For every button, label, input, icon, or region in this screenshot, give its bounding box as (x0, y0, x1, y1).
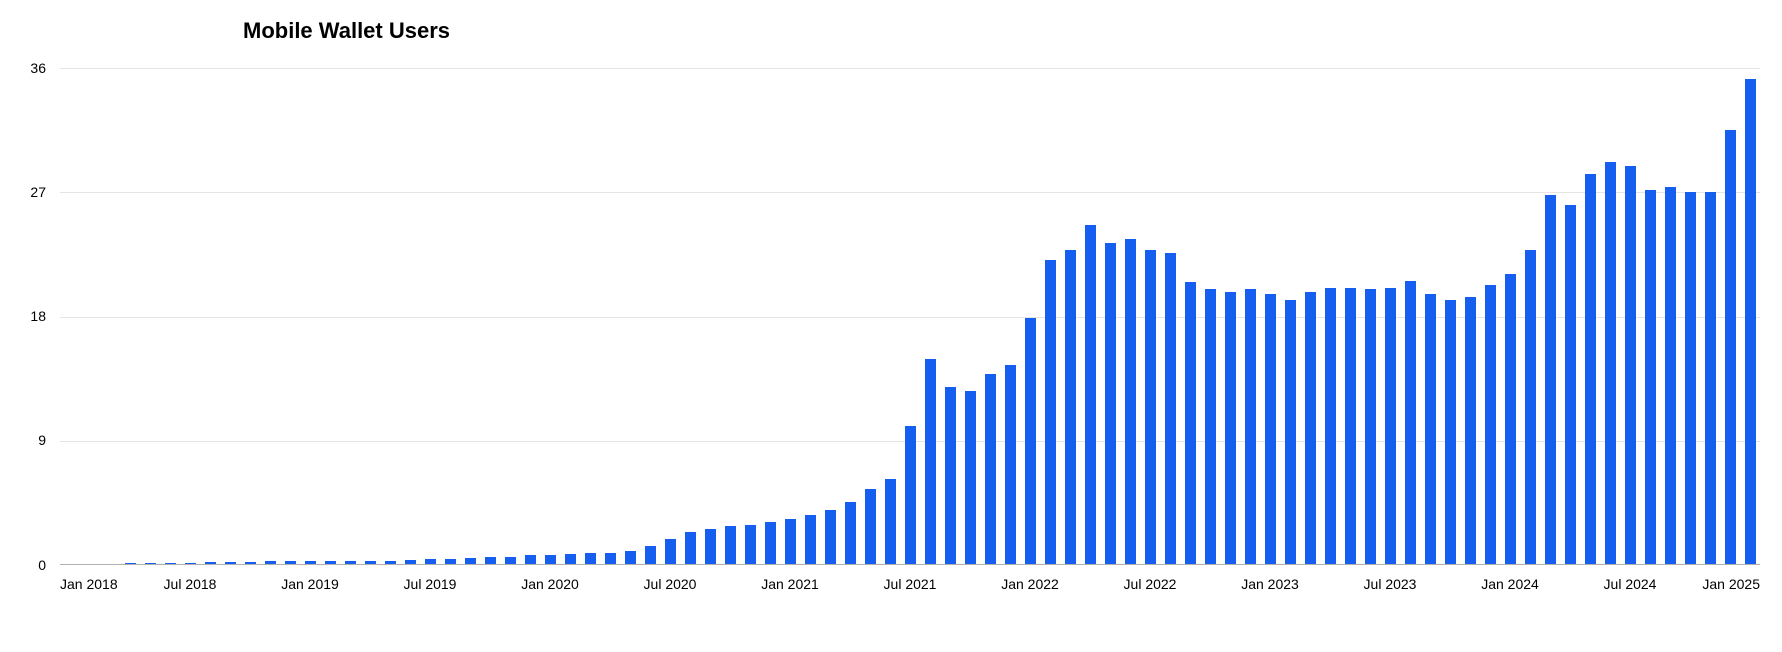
bar (1605, 162, 1616, 565)
bar (1685, 192, 1696, 565)
bar (1145, 250, 1156, 565)
x-tick-label: Jan 2019 (281, 576, 339, 592)
y-tick-label: 36 (0, 60, 46, 76)
bar (1165, 253, 1176, 565)
bar (1325, 288, 1336, 565)
bar (925, 359, 936, 565)
x-tick-label: Jul 2019 (404, 576, 457, 592)
bar (825, 510, 836, 565)
bar (705, 529, 716, 565)
bar (1425, 294, 1436, 565)
bar (965, 391, 976, 565)
bar (1405, 281, 1416, 565)
bar (1545, 195, 1556, 565)
bar (1005, 365, 1016, 565)
bar (1305, 292, 1316, 565)
bar (1205, 289, 1216, 565)
bar (1265, 294, 1276, 565)
x-axis-baseline (60, 564, 1760, 565)
x-tick-label: Jan 2025 (1702, 576, 1760, 592)
bar (645, 546, 656, 565)
bar (845, 502, 856, 566)
bar (1745, 79, 1756, 565)
x-tick-label: Jul 2024 (1604, 576, 1657, 592)
bars-group (60, 68, 1760, 565)
bar (1525, 250, 1536, 565)
y-tick-label: 9 (0, 432, 46, 448)
bar (1365, 289, 1376, 565)
chart-title: Mobile Wallet Users (243, 18, 450, 44)
bar (685, 532, 696, 565)
bar (1705, 192, 1716, 565)
bar (865, 489, 876, 565)
bar (1105, 243, 1116, 565)
bar (1585, 174, 1596, 565)
bar (1465, 297, 1476, 565)
x-tick-label: Jul 2023 (1364, 576, 1417, 592)
x-tick-label: Jan 2020 (521, 576, 579, 592)
bar (665, 539, 676, 565)
bar (1065, 250, 1076, 565)
bar (1245, 289, 1256, 565)
bar (1665, 187, 1676, 565)
bar (1625, 166, 1636, 565)
bar (1085, 225, 1096, 565)
bar (1485, 285, 1496, 565)
bar (985, 374, 996, 565)
x-tick-label: Jul 2022 (1124, 576, 1177, 592)
bar (1285, 300, 1296, 565)
bar (1645, 190, 1656, 566)
y-tick-label: 0 (0, 557, 46, 573)
bar (885, 479, 896, 565)
plot-area (60, 68, 1760, 565)
x-tick-label: Jan 2018 (60, 576, 118, 592)
x-tick-label: Jan 2022 (1001, 576, 1059, 592)
bar (1225, 292, 1236, 565)
bar (1185, 282, 1196, 565)
bar (785, 519, 796, 565)
bar (1385, 288, 1396, 565)
bar (1445, 300, 1456, 565)
bar (1125, 239, 1136, 565)
y-tick-label: 27 (0, 184, 46, 200)
bar (1025, 318, 1036, 565)
x-tick-label: Jan 2024 (1481, 576, 1539, 592)
x-tick-label: Jan 2023 (1241, 576, 1299, 592)
y-tick-label: 18 (0, 308, 46, 324)
bar (905, 426, 916, 565)
bar (625, 551, 636, 565)
bar (1565, 205, 1576, 565)
x-tick-label: Jul 2021 (884, 576, 937, 592)
x-tick-label: Jul 2018 (164, 576, 217, 592)
bar (725, 526, 736, 565)
bar (1345, 288, 1356, 565)
bar (1045, 260, 1056, 565)
bar (765, 522, 776, 565)
x-tick-label: Jul 2020 (644, 576, 697, 592)
bar (945, 387, 956, 565)
bar (1725, 130, 1736, 565)
bar (1505, 274, 1516, 565)
x-tick-label: Jan 2021 (761, 576, 819, 592)
bar (745, 525, 756, 565)
chart-container: Mobile Wallet Users 0 9 18 27 36 Jan 2018 Jul… (0, 0, 1782, 652)
bar (805, 515, 816, 565)
